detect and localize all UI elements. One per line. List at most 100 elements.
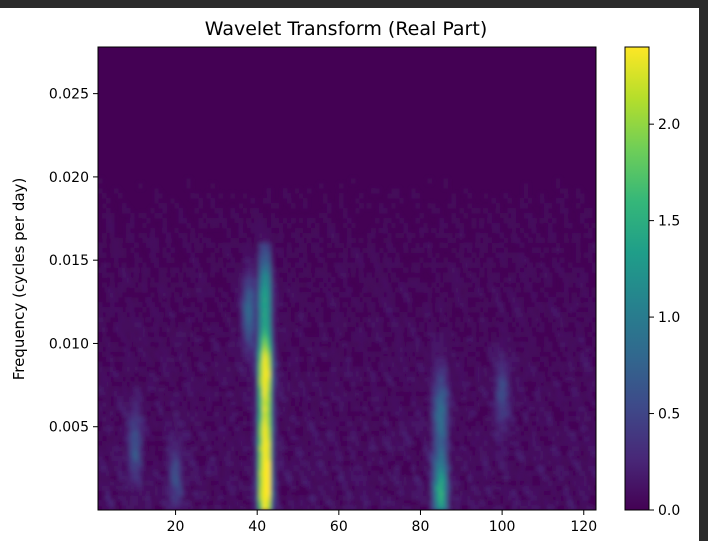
heatmap-cell [587, 257, 593, 264]
heatmap-cell [338, 262, 344, 268]
heatmap-cell [431, 331, 436, 338]
heatmap-cell [419, 247, 424, 254]
heatmap-cell [527, 341, 533, 348]
heatmap-cell [274, 376, 280, 382]
heatmap-cell [338, 331, 344, 338]
heatmap-cell [178, 465, 183, 471]
heatmap-cell [391, 222, 396, 229]
heatmap-cell [294, 316, 300, 323]
heatmap-cell [278, 361, 284, 367]
heatmap-cell [266, 247, 272, 254]
heatmap-cell [539, 401, 545, 407]
heatmap-cell [567, 316, 573, 323]
heatmap-cell [527, 361, 533, 367]
heatmap-cell [154, 311, 159, 318]
heatmap-cell [359, 415, 364, 422]
heatmap-cell [439, 351, 444, 358]
heatmap-cell [395, 401, 400, 407]
heatmap-cell [495, 336, 501, 343]
heatmap-cell [258, 222, 264, 229]
heatmap-cell [286, 346, 292, 353]
heatmap-cell [174, 356, 179, 363]
heatmap-cell [166, 346, 171, 353]
heatmap-cell [314, 450, 320, 457]
heatmap-cell [146, 480, 151, 486]
heatmap-cell [270, 475, 276, 481]
heatmap-cell [286, 366, 292, 372]
heatmap-cell [270, 242, 276, 249]
heatmap-cell [246, 490, 252, 496]
heatmap-cell [126, 415, 131, 422]
heatmap-cell [182, 475, 187, 481]
heatmap-cell [166, 257, 171, 264]
heatmap-cell [499, 361, 505, 367]
heatmap-cell [334, 311, 340, 318]
heatmap-cell [246, 465, 252, 471]
heatmap-cell [170, 336, 175, 343]
heatmap-cell [519, 460, 525, 467]
heatmap-cell [383, 460, 388, 467]
heatmap-cell [387, 311, 392, 318]
heatmap-cell [395, 500, 400, 506]
heatmap-cell [579, 282, 585, 288]
heatmap-cell [242, 376, 248, 382]
heatmap-cell [523, 475, 529, 481]
heatmap-cell [158, 406, 163, 412]
heatmap-cell [567, 440, 573, 447]
heatmap-cell [262, 282, 268, 288]
heatmap-cell [459, 430, 465, 437]
heatmap-cell [375, 406, 380, 412]
heatmap-cell [591, 247, 596, 254]
heatmap-cell [411, 371, 416, 377]
heatmap-cell [399, 490, 404, 496]
heatmap-cell [507, 371, 513, 377]
heatmap-cell [491, 435, 497, 442]
heatmap-cell [102, 237, 107, 244]
heatmap-cell [535, 311, 541, 318]
heatmap-cell [198, 386, 204, 392]
heatmap-cell [206, 282, 212, 288]
heatmap-cell [342, 371, 348, 377]
heatmap-cell [146, 406, 151, 412]
heatmap-cell [395, 277, 400, 283]
heatmap-cell [214, 500, 220, 506]
heatmap-cell [567, 361, 573, 367]
heatmap-cell [587, 391, 593, 397]
heatmap-cell [110, 465, 115, 471]
heatmap-cell [138, 495, 143, 501]
heatmap-cell [515, 262, 521, 268]
heatmap-cell [383, 287, 388, 293]
heatmap-cell [479, 455, 485, 462]
heatmap-cell [254, 500, 260, 506]
heatmap-cell [347, 376, 352, 382]
heatmap-cell [194, 470, 200, 476]
heatmap-cell [334, 267, 340, 273]
heatmap-cell [154, 188, 159, 194]
heatmap-cell [126, 490, 131, 496]
heatmap-cell [198, 361, 204, 367]
heatmap-cell [254, 435, 260, 442]
heatmap-cell [363, 470, 368, 476]
heatmap-cell [499, 341, 505, 348]
heatmap-cell [447, 495, 453, 501]
heatmap-cell [230, 396, 236, 402]
heatmap-cell [282, 445, 288, 452]
heatmap-cell [130, 331, 135, 338]
heatmap-cell [146, 272, 151, 278]
heatmap-cell [302, 311, 308, 318]
heatmap-cell [447, 371, 453, 377]
heatmap-cell [507, 460, 513, 467]
heatmap-cell [314, 247, 320, 254]
heatmap-cell [162, 267, 167, 273]
heatmap-cell [347, 306, 352, 313]
heatmap-cell [250, 356, 256, 363]
heatmap-cell [298, 316, 304, 323]
heatmap-cell [551, 351, 557, 358]
heatmap-cell [162, 203, 167, 209]
heatmap-cell [310, 386, 316, 392]
heatmap-cell [551, 297, 557, 303]
heatmap-cell [210, 341, 216, 348]
heatmap-cell [547, 227, 553, 234]
heatmap-cell [226, 505, 232, 510]
heatmap-cell [355, 207, 360, 214]
